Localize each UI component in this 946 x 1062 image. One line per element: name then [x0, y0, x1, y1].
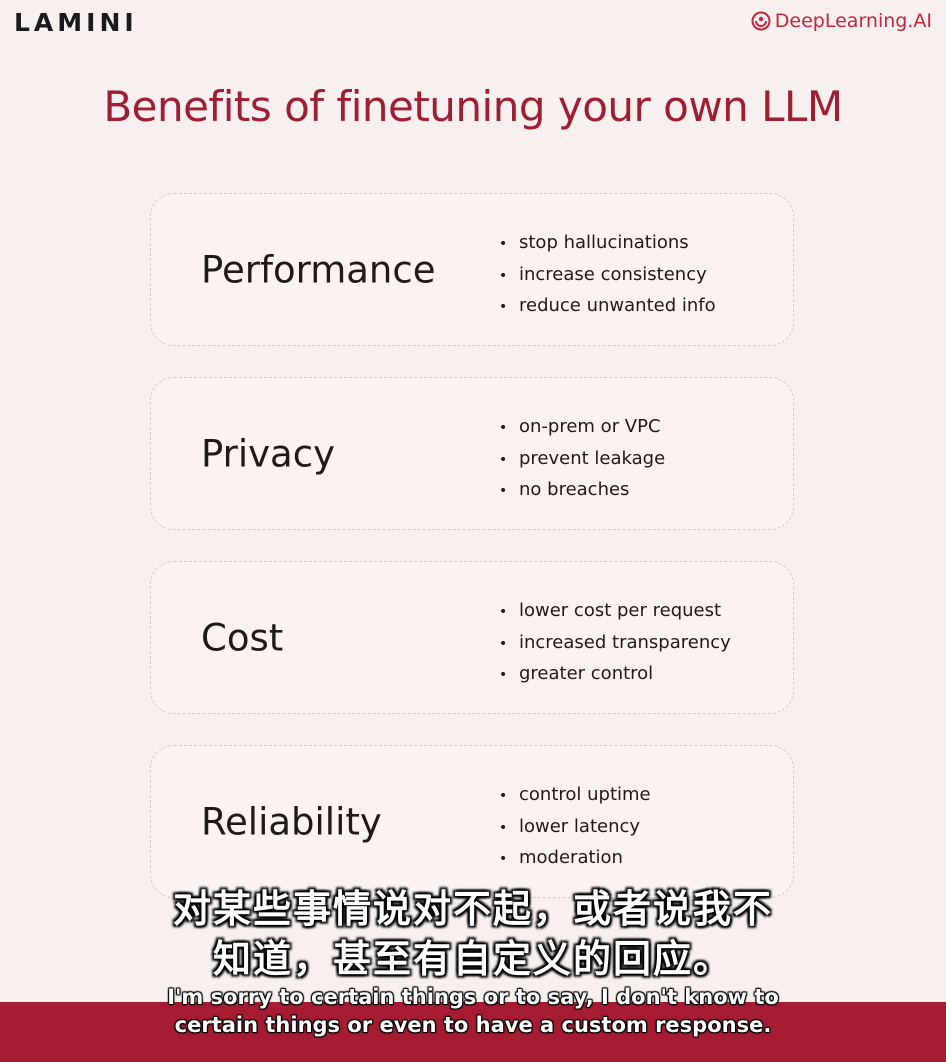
card-heading: Performance: [201, 248, 436, 291]
card-heading: Reliability: [201, 800, 382, 843]
card-heading: Privacy: [201, 432, 335, 475]
bullet-item: stop hallucinations: [499, 228, 716, 260]
bullet-item: moderation: [499, 843, 651, 875]
card-cost: Cost lower cost per request increased tr…: [150, 561, 794, 714]
subtitle-band: [0, 1002, 946, 1062]
subtitle-zh-line2: 知道，甚至有自定义的回应。: [212, 937, 733, 981]
deeplearning-ai-logo: DeepLearning.AI: [751, 10, 932, 32]
card-bullet-list: stop hallucinations increase consistency…: [499, 228, 716, 323]
card-privacy: Privacy on-prem or VPC prevent leakage n…: [150, 377, 794, 530]
bullet-item: increased transparency: [499, 628, 731, 660]
bullet-item: lower latency: [499, 812, 651, 844]
bullet-item: lower cost per request: [499, 596, 731, 628]
bullet-item: on-prem or VPC: [499, 412, 665, 444]
bullet-item: no breaches: [499, 475, 665, 507]
subtitle-en-line1: I'm sorry to certain things or to say, I…: [167, 985, 779, 1009]
deeplearning-ai-icon: [751, 11, 771, 31]
card-bullet-list: on-prem or VPC prevent leakage no breach…: [499, 412, 665, 507]
bullet-item: control uptime: [499, 780, 651, 812]
bullet-item: greater control: [499, 659, 731, 691]
card-heading: Cost: [201, 616, 284, 659]
card-performance: Performance stop hallucinations increase…: [150, 193, 794, 346]
bullet-item: prevent leakage: [499, 444, 665, 476]
bullet-item: increase consistency: [499, 260, 716, 292]
card-reliability: Reliability control uptime lower latency…: [150, 745, 794, 898]
deeplearning-ai-wordmark: DeepLearning.AI: [774, 10, 932, 32]
lamini-logo: LAMINI: [14, 8, 138, 37]
subtitle-en-line2: certain things or even to have a custom …: [174, 1013, 772, 1037]
card-bullet-list: lower cost per request increased transpa…: [499, 596, 731, 691]
card-bullet-list: control uptime lower latency moderation: [499, 780, 651, 875]
subtitle-zh-line1: 对某些事情说对不起，或者说我不: [172, 887, 773, 931]
bullet-item: reduce unwanted info: [499, 291, 716, 323]
slide-title: Benefits of finetuning your own LLM: [103, 82, 843, 131]
